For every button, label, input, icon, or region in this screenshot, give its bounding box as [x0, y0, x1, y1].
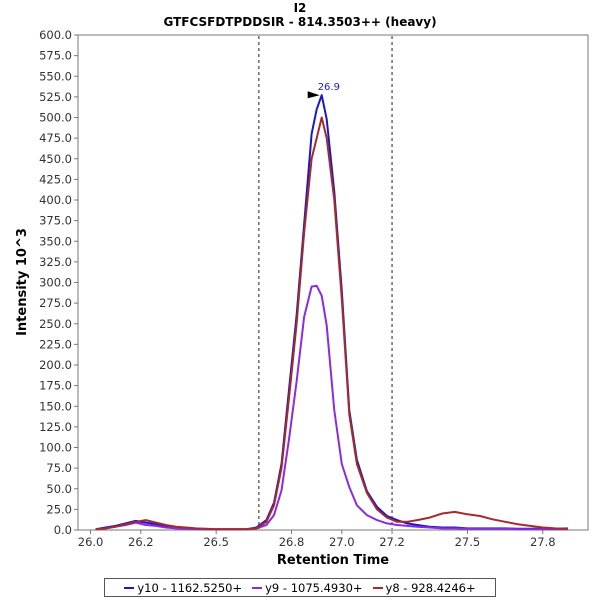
y-tick-label: 575.0	[39, 49, 72, 63]
y-tick-label: 25.0	[46, 502, 72, 516]
peak-marker-arrow	[307, 91, 320, 99]
x-tick-label: 26.8	[279, 535, 305, 549]
y-tick-label: 475.0	[39, 131, 72, 145]
x-tick-label: 26.5	[203, 535, 229, 549]
y-axis-ticks: 0.0 25.0 50.0 75.0 100.0 125.0 150.0 175.0 200.0…	[39, 28, 78, 537]
x-tick-label: 27.2	[379, 535, 405, 549]
y-tick-label: 500.0	[39, 111, 72, 125]
plot-area	[77, 34, 589, 531]
legend-item: y9 - 1075.4930+	[252, 580, 363, 595]
y-tick-label: 250.0	[39, 317, 72, 331]
x-tick-label: 26.0	[78, 535, 104, 549]
peak-boundaries	[258, 36, 393, 529]
series-line-y9	[95, 284, 568, 531]
legend-label: y9 - 1075.4930+	[265, 580, 363, 595]
y-tick-label: 175.0	[39, 379, 72, 393]
x-axis-ticks: 26.0 26.2 26.5 26.8 27.0 27.2 27.5 27.8	[78, 530, 556, 549]
legend-swatch	[252, 586, 263, 589]
annotation-layer: 26.9	[307, 82, 340, 99]
y-tick-label: 0.0	[54, 523, 72, 537]
y-tick-label: 550.0	[39, 69, 72, 83]
y-tick-label: 150.0	[39, 399, 72, 413]
y-tick-label: 325.0	[39, 255, 72, 269]
y-tick-label: 300.0	[39, 276, 72, 290]
y-tick-label: 50.0	[46, 482, 72, 496]
y-tick-label: 400.0	[39, 193, 72, 207]
y-tick-label: 225.0	[39, 337, 72, 351]
legend-swatch	[372, 586, 383, 589]
x-tick-label: 27.0	[329, 535, 355, 549]
y-tick-label: 375.0	[39, 214, 72, 228]
y-tick-label: 350.0	[39, 234, 72, 248]
y-tick-label: 75.0	[46, 461, 72, 475]
chart-subtitle: GTFCSFDTPDDSIR - 814.3503++ (heavy)	[163, 15, 437, 29]
chart-title: I2	[293, 1, 307, 15]
y-tick-label: 125.0	[39, 420, 72, 434]
y-tick-label: 100.0	[39, 441, 72, 455]
y-tick-label: 425.0	[39, 172, 72, 186]
y-tick-label: 275.0	[39, 296, 72, 310]
legend-item: y8 - 928.4246+	[372, 580, 476, 595]
y-axis-label: Intensity 10^3	[15, 228, 30, 336]
peak-annotation-label: 26.9	[318, 82, 340, 93]
legend: y10 - 1162.5250+ y9 - 1075.4930+ y8 - 928.…	[104, 578, 496, 597]
series-line-y8	[95, 116, 568, 531]
y-tick-label: 525.0	[39, 90, 72, 104]
y-tick-label: 450.0	[39, 152, 72, 166]
legend-label: y10 - 1162.5250+	[137, 580, 243, 595]
legend-swatch	[124, 586, 135, 589]
series-layer	[95, 94, 568, 531]
x-tick-label: 26.2	[128, 535, 154, 549]
legend-label: y8 - 928.4246+	[385, 580, 476, 595]
y-tick-label: 600.0	[39, 28, 72, 42]
legend-item: y10 - 1162.5250+	[124, 581, 242, 595]
x-tick-label: 27.8	[530, 535, 556, 549]
y-tick-label: 200.0	[39, 358, 72, 372]
x-tick-label: 27.5	[455, 535, 481, 549]
x-axis-label: Retention Time	[277, 553, 389, 568]
